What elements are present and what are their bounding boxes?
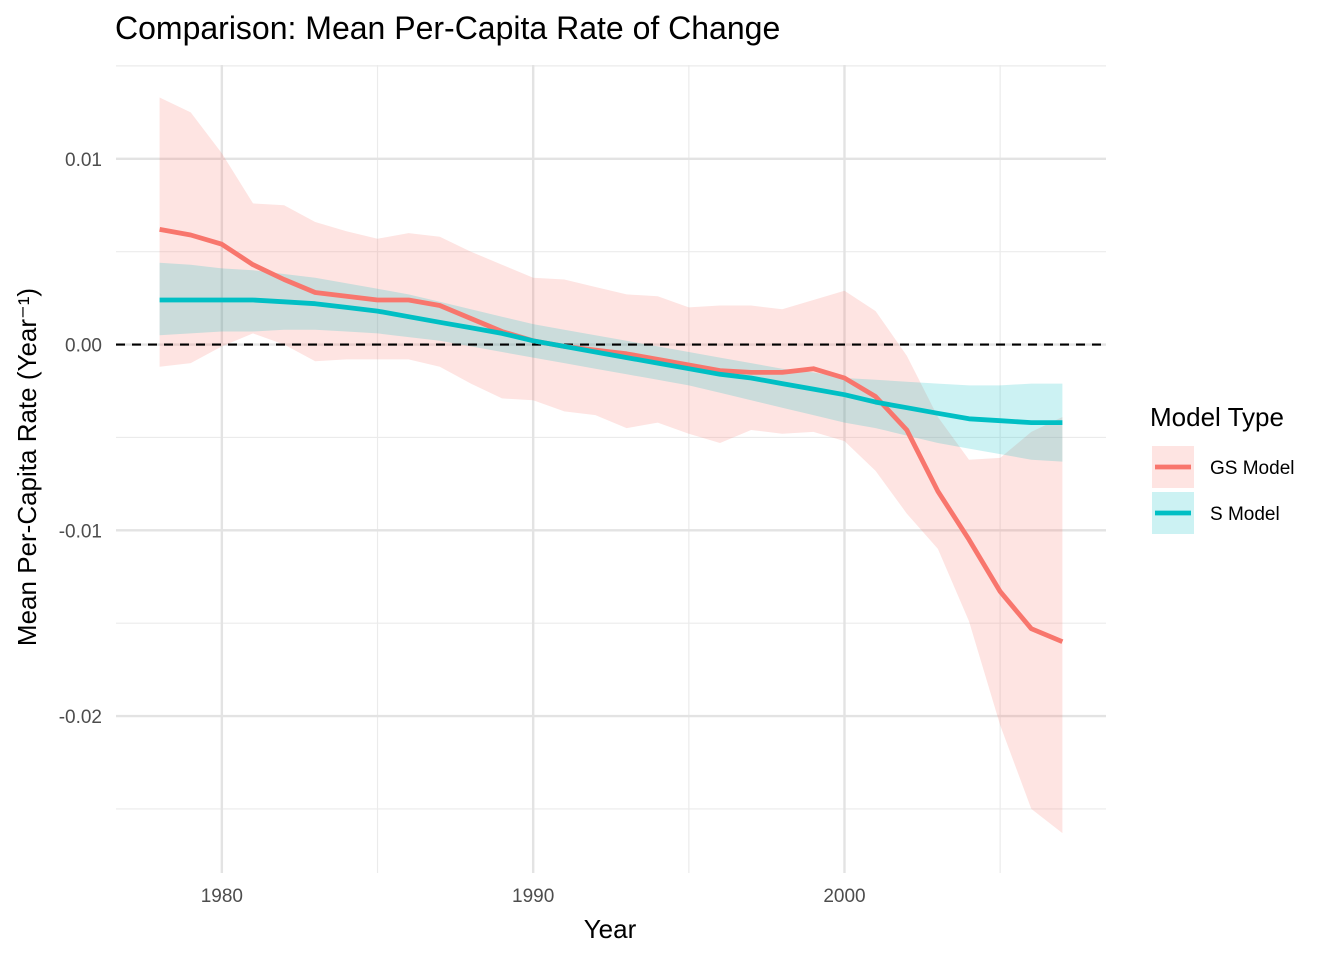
y-tick-label: 0.01 bbox=[65, 150, 102, 171]
x-tick-label: 2000 bbox=[823, 886, 865, 907]
x-tick-label: 1980 bbox=[201, 886, 243, 907]
legend-label: S Model bbox=[1210, 504, 1280, 525]
legend-item: S Model bbox=[1152, 492, 1280, 534]
y-tick-label: 0.00 bbox=[65, 336, 102, 357]
x-axis-ticks: 1980 1990 2000 bbox=[201, 886, 866, 907]
y-tick-label: -0.02 bbox=[59, 707, 102, 728]
ribbon-gs-model bbox=[159, 97, 1063, 834]
legend-label: GS Model bbox=[1210, 458, 1294, 479]
x-axis-title: Year bbox=[584, 914, 637, 944]
y-tick-label: -0.01 bbox=[59, 521, 102, 542]
line-s-model bbox=[159, 297, 1063, 426]
grid-minor bbox=[116, 65, 1106, 873]
x-tick-label: 1990 bbox=[512, 886, 554, 907]
legend-title: Model Type bbox=[1150, 402, 1284, 432]
legend: Model Type GS Model S Model bbox=[1150, 402, 1294, 534]
y-axis-ticks: 0.01 0.00 -0.01 -0.02 bbox=[59, 150, 102, 728]
legend-item: GS Model bbox=[1152, 446, 1294, 488]
series-lines bbox=[159, 227, 1064, 644]
y-axis-title: Mean Per-Capita Rate (Year⁻¹) bbox=[12, 288, 42, 646]
chart-title: Comparison: Mean Per-Capita Rate of Chan… bbox=[115, 10, 780, 46]
line-gs-model bbox=[159, 227, 1064, 644]
